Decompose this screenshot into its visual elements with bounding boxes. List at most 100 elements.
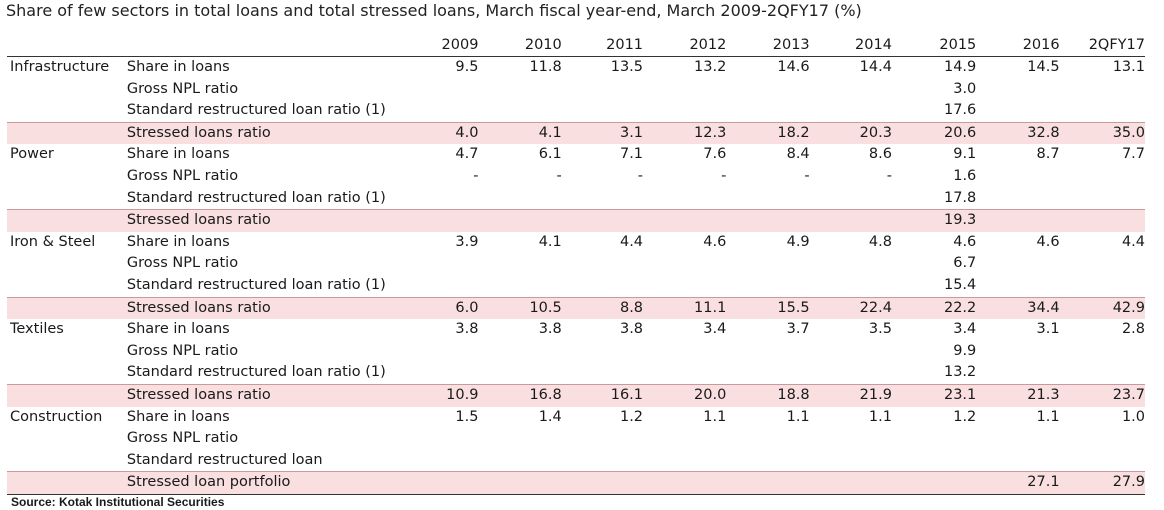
table-row: Gross NPL ratio 3.0: [7, 79, 1145, 101]
metric-label: Standard restructured loan ratio (1): [126, 364, 386, 381]
table-row: Gross NPL ratio: [7, 428, 1145, 450]
table-cell: [976, 275, 1059, 297]
metric-label: Gross NPL ratio: [126, 255, 239, 272]
column-header: 2015: [939, 37, 977, 53]
table-row: Standard restructured loan ratio (1) 15.4: [7, 275, 1145, 297]
table-cell: [643, 341, 726, 363]
table-cell: [892, 428, 976, 450]
table-cell: [726, 79, 809, 101]
table-cell: [976, 209, 1060, 232]
table-cell: 1.1: [703, 408, 727, 425]
table-cell: [1060, 100, 1145, 122]
sector-name: [7, 428, 127, 450]
table-cell: 8.4: [786, 146, 810, 163]
table-cell: [726, 428, 809, 450]
metric-label: Gross NPL ratio: [126, 80, 239, 97]
metric-label: Standard restructured loan ratio (1): [126, 189, 386, 206]
table-cell: [1059, 209, 1145, 232]
table-cell: [1060, 341, 1145, 363]
table-cell: [810, 253, 892, 275]
table-cell: 7.7: [1121, 146, 1145, 163]
table-cell: [976, 362, 1059, 384]
table-row: Standard restructured loan ratio (1) 17.6: [7, 100, 1145, 122]
table-row: Gross NPL ratio 9.9: [7, 341, 1145, 363]
table-cell: [478, 471, 562, 495]
table-cell: [976, 79, 1059, 101]
table-cell: [643, 209, 727, 232]
table-cell: 23.1: [891, 384, 977, 407]
table-cell: 35.0: [1059, 122, 1145, 145]
table-cell: [413, 100, 478, 122]
table-cell: 18.2: [726, 122, 810, 145]
table-cell: [810, 362, 892, 384]
table-cell: 3.4: [703, 321, 727, 338]
metric-label: Stressed loan portfolio: [126, 471, 414, 495]
table-cell: [413, 209, 479, 232]
table-cell: [976, 450, 1059, 472]
table-cell: 15.5: [726, 297, 810, 320]
sector-name: [7, 362, 127, 384]
table-cell: [810, 341, 892, 363]
table-cell: 4.6: [703, 233, 727, 250]
table-cell: [478, 209, 562, 232]
table-cell: [976, 253, 1059, 275]
table-row: Power Share in loans 4.7 6.1 7.1 7.6 8.4 8.6 9.1…: [7, 144, 1145, 166]
table-cell: 22.4: [809, 297, 892, 320]
table-cell: 16.8: [478, 384, 562, 407]
table-cell: 9.9: [953, 342, 977, 359]
table-cell: 1.1: [1036, 408, 1060, 425]
table-header-row: 2009 2010 2011 2012 2013 2014 2015 2016 …: [7, 34, 1145, 57]
table-cell: [478, 253, 561, 275]
column-header: 2010: [524, 37, 562, 53]
table-cell: [478, 428, 561, 450]
table-cell: 34.4: [976, 297, 1060, 320]
table-cell: [643, 100, 726, 122]
table-cell: [413, 253, 478, 275]
table-cell: 13.5: [610, 59, 644, 75]
table-cell: -: [721, 167, 727, 184]
table-row: Construction Share in loans 1.5 1.4 1.2 1.1 1.…: [7, 407, 1145, 429]
sector-name: [7, 275, 127, 297]
table-cell: 11.8: [529, 59, 562, 75]
table-cell: 1.5: [455, 408, 479, 425]
loans-table: 2009 2010 2011 2012 2013 2014 2015 2016 …: [7, 34, 1145, 495]
table-cell: [478, 275, 561, 297]
table-cell: 20.3: [809, 122, 892, 145]
table-cell: [413, 450, 478, 472]
sector-name: [7, 341, 127, 363]
table-cell: [726, 471, 810, 495]
sector-name: [7, 79, 127, 101]
table-cell: [643, 450, 726, 472]
table-cell: 4.4: [1121, 233, 1145, 250]
table-cell: [562, 275, 643, 297]
table-cell: 21.9: [809, 384, 892, 407]
table-body: Infrastructure Share in loans 9.5 11.8 13.5 1…: [7, 57, 1145, 495]
table-cell: 4.1: [538, 233, 562, 250]
table-cell: [1060, 79, 1145, 101]
table-cell: 3.5: [868, 321, 892, 338]
table-cell: [810, 275, 892, 297]
table-cell: [643, 362, 726, 384]
sector-name: [7, 297, 127, 320]
table-cell: [1060, 253, 1145, 275]
table-cell: 6.0: [413, 297, 479, 320]
table-cell: 9.1: [953, 146, 977, 163]
table-row: Stressed loans ratio 4.0 4.1 3.1 12.3 18.2 20.…: [7, 122, 1145, 145]
table-row: Standard restructured loan ratio (1) 17.8: [7, 188, 1145, 210]
table-cell: [1060, 428, 1145, 450]
table-row: Stressed loans ratio 10.9 16.8 16.1 20.0 18.8…: [7, 384, 1145, 407]
table-cell: 13.1: [1112, 59, 1145, 75]
source-note: Source: Kotak Institutional Securities: [11, 495, 225, 509]
table-cell: [976, 341, 1059, 363]
table-cell: 18.8: [726, 384, 810, 407]
table-cell: 3.8: [619, 321, 644, 338]
metric-label: Standard restructured loan: [126, 451, 323, 468]
table-row: Infrastructure Share in loans 9.5 11.8 13.5 1…: [7, 57, 1145, 79]
table-cell: 13.2: [694, 59, 727, 75]
metric-label: Share in loans: [126, 408, 230, 425]
table-cell: 8.6: [868, 146, 892, 163]
table-cell: 16.1: [561, 384, 644, 407]
table-cell: [726, 275, 809, 297]
table-cell: 9.5: [455, 59, 479, 75]
table-cell: -: [473, 167, 479, 184]
